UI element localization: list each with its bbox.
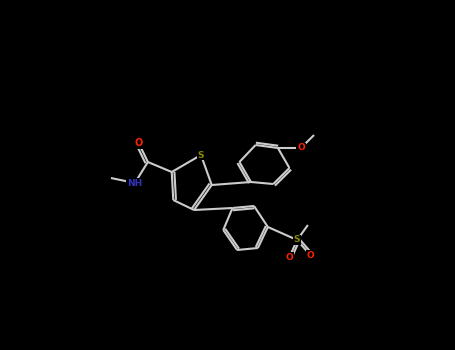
Text: O: O bbox=[286, 252, 293, 261]
Text: O: O bbox=[297, 144, 305, 153]
Text: S: S bbox=[198, 150, 204, 160]
Text: O: O bbox=[135, 138, 143, 148]
Text: S: S bbox=[294, 236, 300, 245]
Text: NH: NH bbox=[127, 178, 142, 188]
Text: O: O bbox=[306, 251, 314, 259]
